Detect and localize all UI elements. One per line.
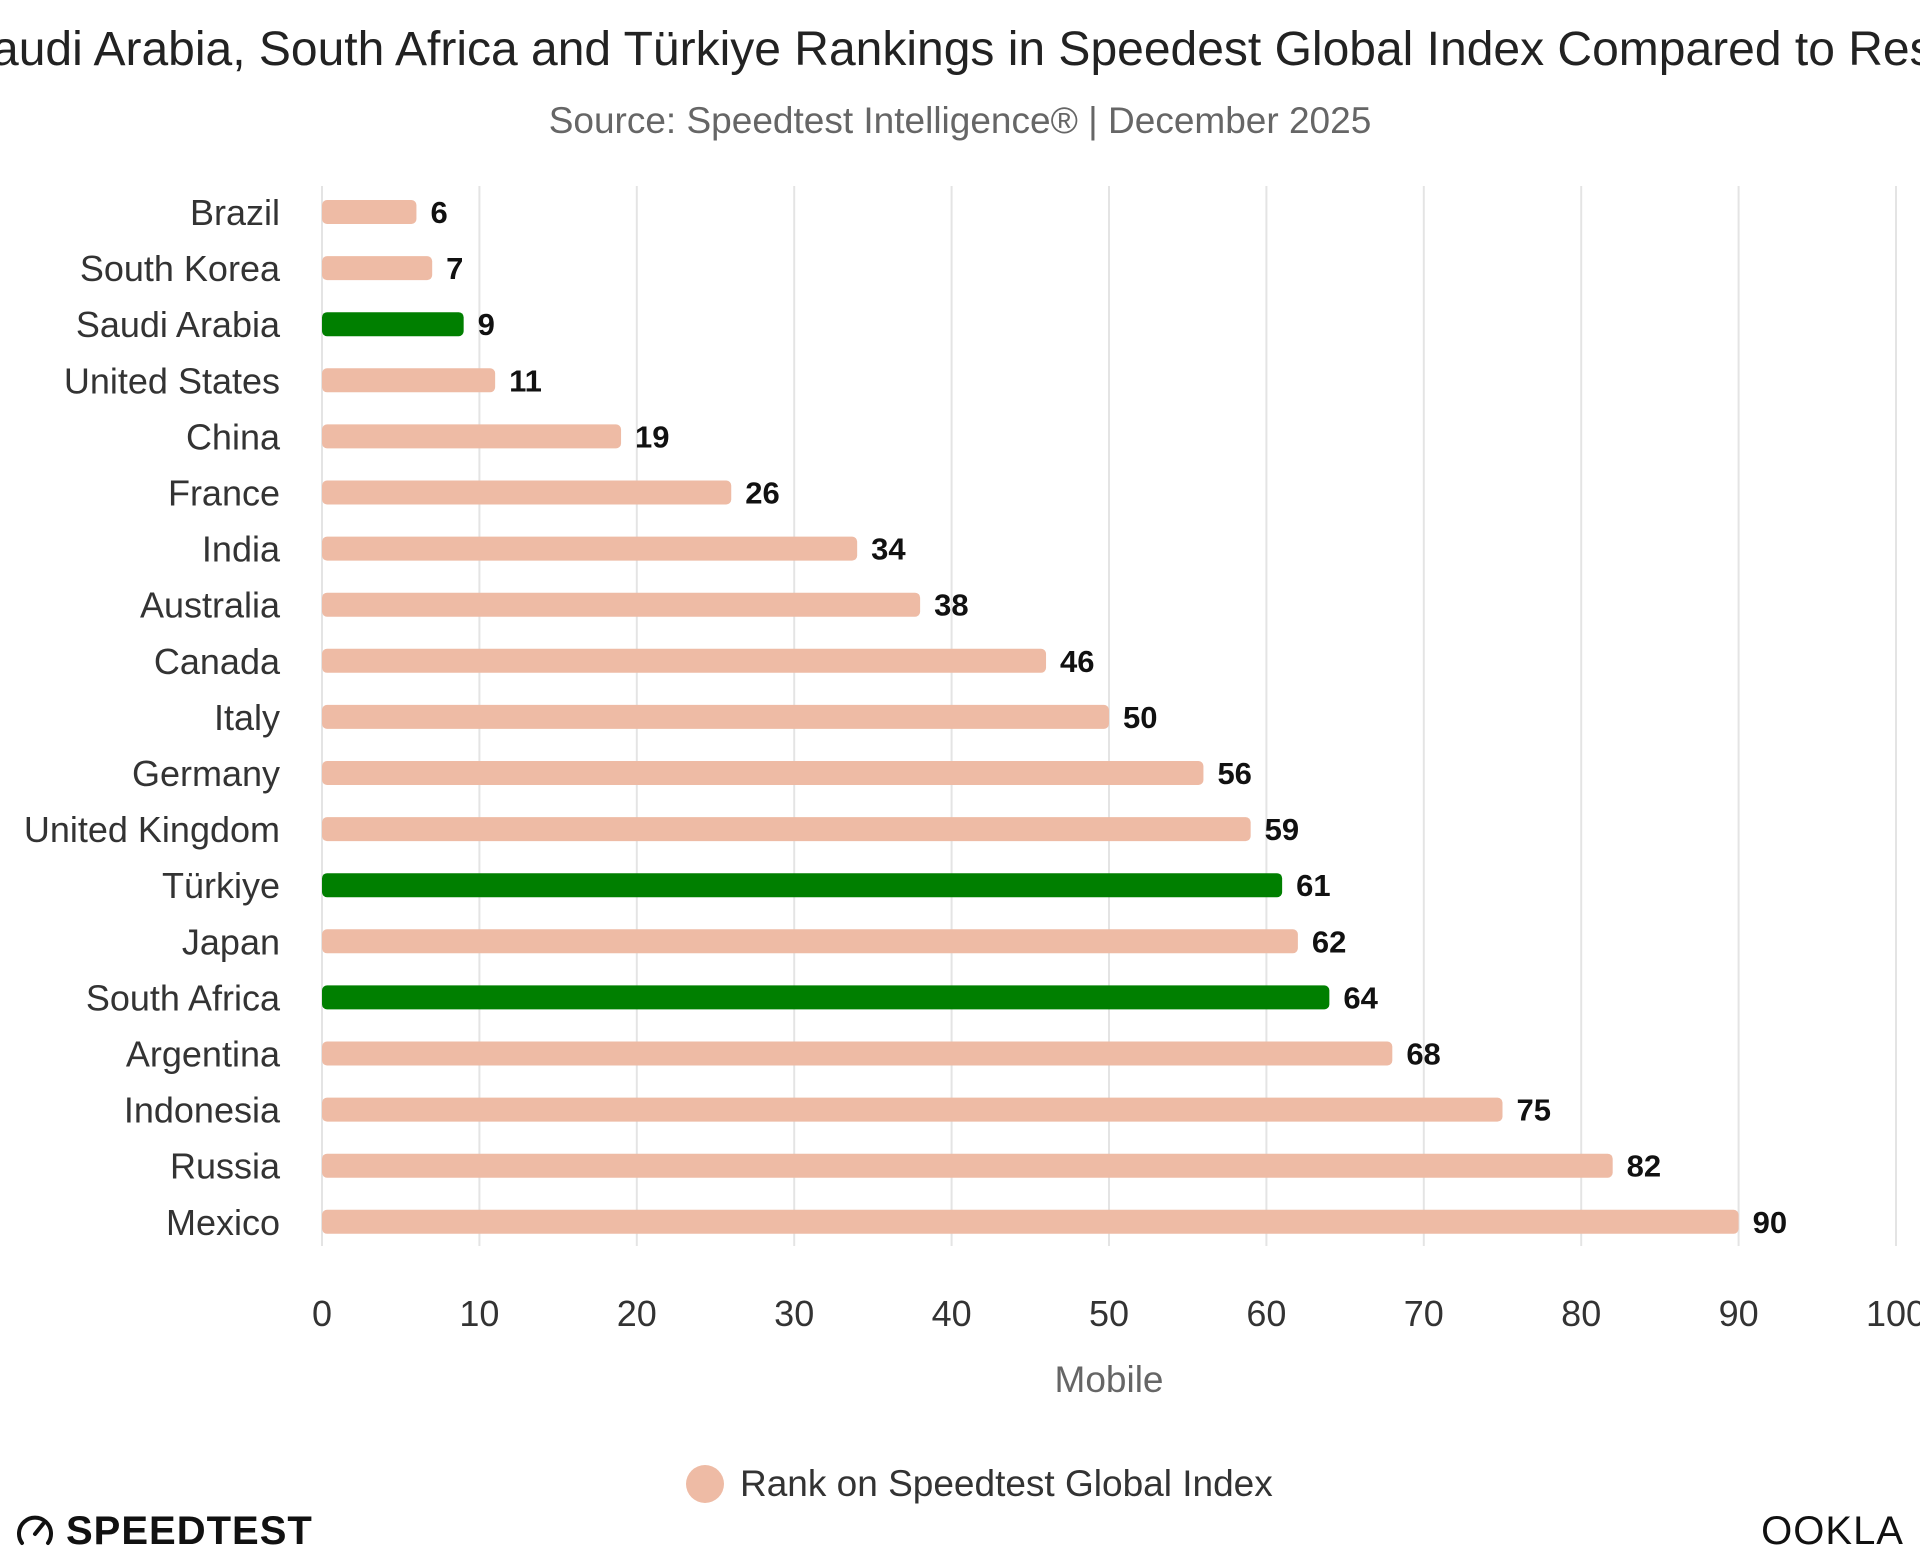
bar[interactable] bbox=[322, 985, 1330, 1010]
legend[interactable]: Rank on Speedtest Global Index bbox=[686, 1462, 1273, 1506]
y-category-label: Russia bbox=[170, 1146, 281, 1187]
y-category-label: China bbox=[186, 416, 281, 457]
y-category-label: Italy bbox=[214, 697, 280, 738]
data-label: 62 bbox=[1312, 924, 1346, 959]
bar[interactable] bbox=[322, 592, 921, 617]
y-category-label: France bbox=[168, 473, 280, 514]
data-label: 59 bbox=[1265, 812, 1299, 847]
x-tick-label: 30 bbox=[774, 1293, 814, 1334]
bar[interactable] bbox=[322, 256, 433, 281]
bar[interactable] bbox=[322, 1097, 1503, 1122]
ookla-logo: OOKLA bbox=[1761, 1506, 1904, 1556]
bar[interactable] bbox=[322, 536, 858, 561]
legend-label: Rank on Speedtest Global Index bbox=[740, 1463, 1273, 1504]
x-tick-label: 70 bbox=[1404, 1293, 1444, 1334]
data-label: 56 bbox=[1217, 756, 1251, 791]
y-category-label: Argentina bbox=[126, 1034, 281, 1075]
legend-swatch bbox=[686, 1465, 724, 1503]
chart-subtitle: Source: Speedtest Intelligence® | Decemb… bbox=[548, 100, 1372, 141]
data-label: 82 bbox=[1627, 1149, 1661, 1184]
data-label: 6 bbox=[430, 195, 447, 230]
y-category-label: Japan bbox=[182, 921, 280, 962]
bar[interactable] bbox=[322, 1209, 1739, 1234]
x-tick-label: 100 bbox=[1866, 1293, 1920, 1334]
bar[interactable] bbox=[322, 817, 1251, 842]
data-label: 9 bbox=[478, 307, 495, 342]
y-category-label: Germany bbox=[132, 753, 280, 794]
bar[interactable] bbox=[322, 648, 1047, 673]
bar[interactable] bbox=[322, 929, 1298, 954]
x-tick-label: 20 bbox=[617, 1293, 657, 1334]
data-label: 19 bbox=[635, 419, 669, 454]
speedtest-wordmark: SPEEDTEST bbox=[66, 1508, 313, 1553]
data-label: 64 bbox=[1343, 980, 1378, 1015]
y-category-label: Brazil bbox=[190, 192, 280, 233]
y-category-label: United States bbox=[64, 360, 280, 401]
ookla-wordmark: OOKLA bbox=[1761, 1508, 1904, 1553]
data-label: 26 bbox=[745, 476, 779, 511]
x-tick-label: 40 bbox=[932, 1293, 972, 1334]
y-category-label: Türkiye bbox=[162, 865, 280, 906]
y-category-label: South Korea bbox=[80, 248, 281, 289]
data-label: 34 bbox=[871, 532, 906, 567]
bar[interactable] bbox=[322, 1041, 1393, 1066]
bar[interactable] bbox=[322, 424, 622, 449]
bar[interactable] bbox=[322, 312, 464, 337]
speedtest-logo: SPEEDTEST bbox=[14, 1506, 313, 1556]
data-label: 38 bbox=[934, 588, 968, 623]
x-tick-label: 0 bbox=[312, 1293, 332, 1334]
x-axis-title: Mobile bbox=[1055, 1359, 1164, 1400]
y-category-label: Australia bbox=[140, 585, 281, 626]
data-label: 90 bbox=[1753, 1205, 1787, 1240]
gauge-icon bbox=[17, 1515, 53, 1545]
y-category-label: South Africa bbox=[86, 977, 281, 1018]
x-tick-label: 50 bbox=[1089, 1293, 1129, 1334]
y-category-label: Mexico bbox=[166, 1202, 280, 1243]
chart-title: Saudi Arabia, South Africa and Türkiye R… bbox=[0, 23, 1920, 76]
y-category-label: India bbox=[202, 529, 281, 570]
data-label: 68 bbox=[1406, 1037, 1440, 1072]
data-label: 46 bbox=[1060, 644, 1094, 679]
bar[interactable] bbox=[322, 200, 417, 224]
data-label: 75 bbox=[1517, 1093, 1551, 1128]
y-category-label: Indonesia bbox=[124, 1090, 281, 1131]
x-tick-label: 80 bbox=[1561, 1293, 1601, 1334]
x-tick-label: 10 bbox=[459, 1293, 499, 1334]
x-tick-label: 90 bbox=[1719, 1293, 1759, 1334]
x-tick-label: 60 bbox=[1246, 1293, 1286, 1334]
y-category-label: Saudi Arabia bbox=[76, 304, 281, 345]
y-category-label: United Kingdom bbox=[24, 809, 280, 850]
bar[interactable] bbox=[322, 368, 496, 393]
bar[interactable] bbox=[322, 704, 1109, 729]
bar[interactable] bbox=[322, 761, 1204, 785]
bar[interactable] bbox=[322, 873, 1283, 898]
data-label: 50 bbox=[1123, 700, 1157, 735]
bar[interactable] bbox=[322, 1153, 1613, 1178]
y-category-label: Canada bbox=[154, 641, 281, 682]
data-label: 61 bbox=[1296, 868, 1330, 903]
data-label: 7 bbox=[446, 251, 463, 286]
data-label: 11 bbox=[509, 363, 542, 398]
bar[interactable] bbox=[322, 480, 732, 505]
